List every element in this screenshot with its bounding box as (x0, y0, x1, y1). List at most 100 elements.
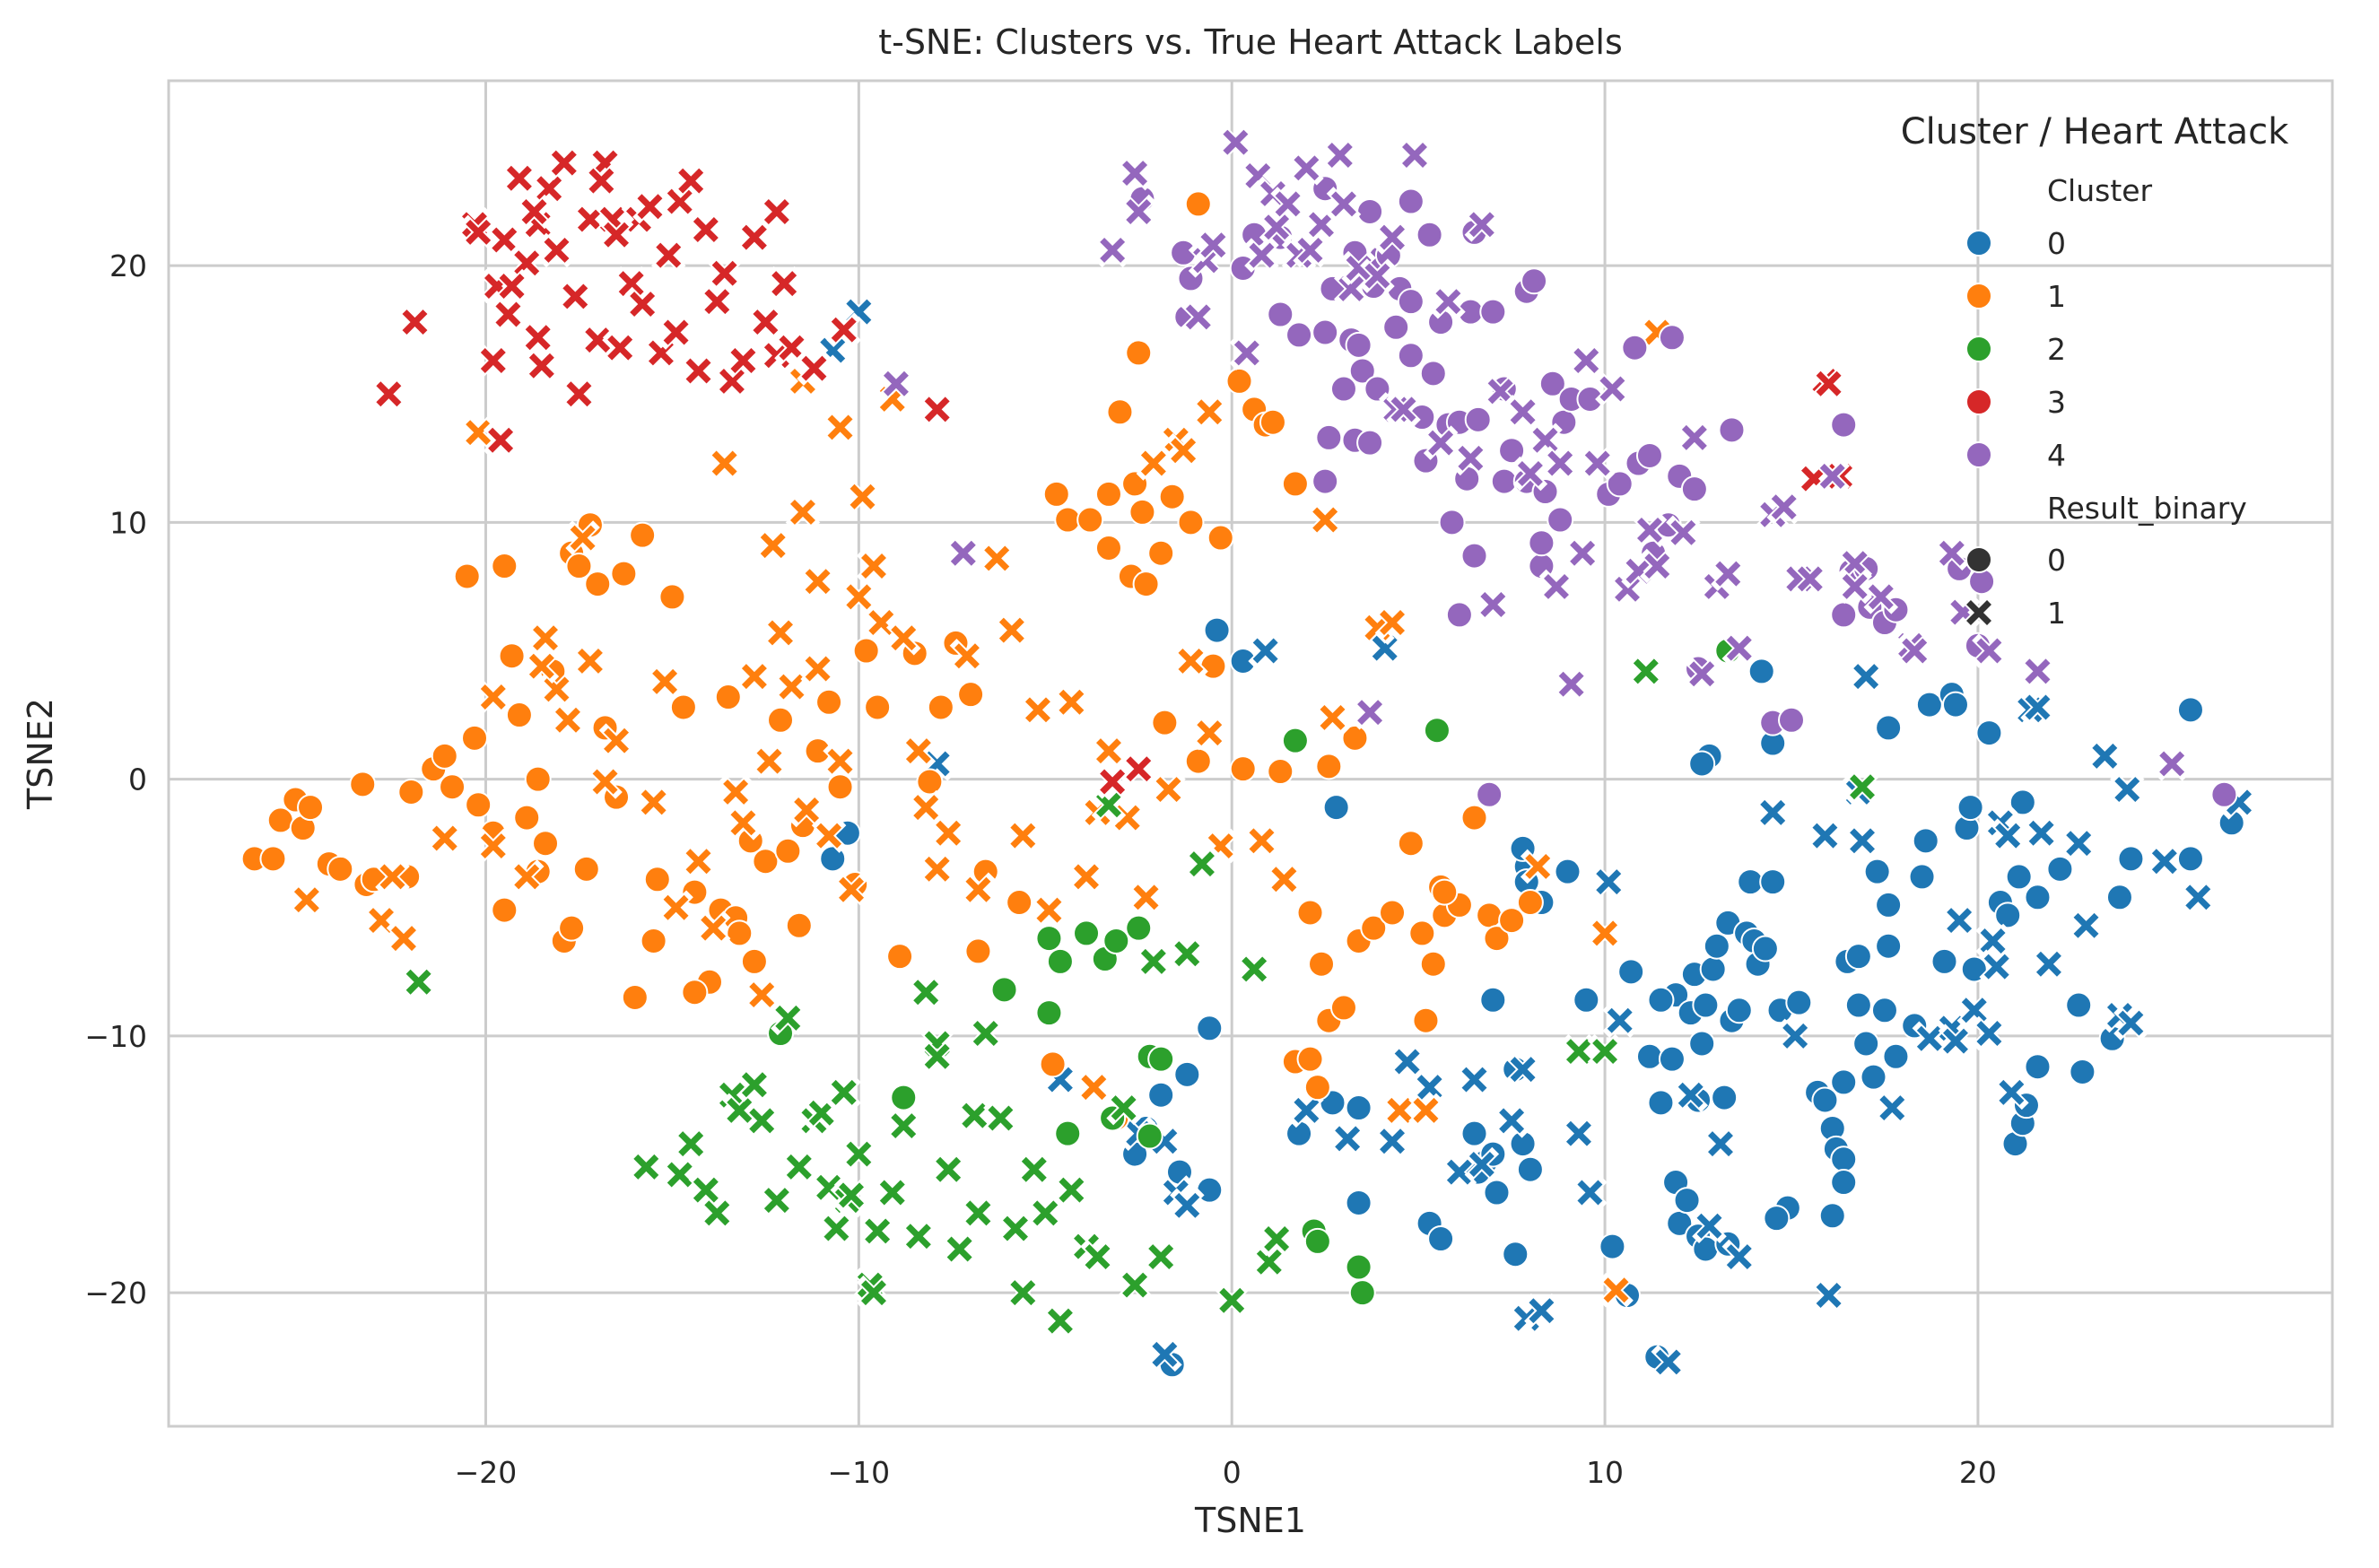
point-cluster-0-result-1 (1147, 1337, 1182, 1372)
point-cluster-4-result-0 (1397, 187, 1425, 215)
point-cluster-4-result-1 (1595, 371, 1630, 406)
point-cluster-0-result-1 (1990, 818, 2026, 853)
point-cluster-3-result-1 (1811, 366, 1846, 402)
point-cluster-2-result-1 (901, 1218, 937, 1254)
point-cluster-3-result-1 (614, 266, 649, 301)
point-cluster-2-result-0 (1303, 1227, 1331, 1255)
point-cluster-1-result-1 (774, 669, 809, 704)
point-cluster-0-result-0 (1573, 986, 1600, 1014)
point-cluster-1-result-0 (1267, 758, 1294, 786)
point-cluster-4-result-0 (1267, 301, 1294, 328)
point-cluster-4-result-1 (1538, 569, 1574, 605)
point-cluster-1-result-1 (823, 744, 858, 779)
point-cluster-2-result-1 (1561, 1033, 1597, 1069)
point-cluster-1-result-1 (375, 859, 410, 894)
point-cluster-2-result-0 (1348, 1279, 1376, 1307)
point-cluster-1-result-1 (539, 672, 574, 707)
point-cluster-1-result-1 (1374, 605, 1410, 640)
point-cluster-0-result-1 (1390, 1044, 1425, 1079)
point-cluster-4-result-0 (1356, 197, 1384, 225)
x-tick-label: −20 (455, 1455, 518, 1490)
point-cluster-1-result-1 (1267, 861, 1302, 897)
point-cluster-0-result-1 (1721, 1239, 1757, 1275)
point-cluster-2-result-1 (833, 1178, 869, 1213)
point-cluster-1-result-1 (1076, 1069, 1111, 1105)
point-cluster-1-result-0 (1397, 830, 1425, 858)
point-cluster-0-result-0 (1345, 1189, 1372, 1216)
point-cluster-0-result-1 (1374, 1123, 1410, 1159)
point-cluster-4-result-1 (1564, 536, 1600, 571)
point-cluster-1-result-0 (558, 914, 586, 942)
point-cluster-1-result-1 (736, 658, 772, 694)
plot-frame (167, 79, 2334, 1428)
point-cluster-4-result-0 (1635, 441, 1663, 469)
point-cluster-1-result-0 (927, 693, 954, 721)
point-cluster-1-result-1 (588, 764, 623, 799)
point-cluster-1-result-0 (643, 866, 671, 893)
point-cluster-0-result-1 (1956, 992, 1992, 1028)
point-cluster-4-result-0 (1538, 370, 1566, 397)
point-cluster-0-result-1 (1875, 1090, 1910, 1126)
point-cluster-1-result-1 (841, 579, 876, 614)
point-cluster-1-result-1 (658, 890, 693, 926)
point-cluster-1-result-0 (572, 855, 600, 883)
point-cluster-0-result-1 (1938, 1024, 1974, 1058)
point-cluster-3-result-1 (658, 315, 693, 350)
point-cluster-1-result-1 (475, 828, 511, 864)
point-cluster-1-result-0 (532, 830, 560, 858)
point-cluster-0-result-0 (1502, 1241, 1529, 1268)
y-axis-label: TSNE2 (21, 698, 60, 810)
point-cluster-2-result-1 (826, 1075, 861, 1111)
point-cluster-4-result-1 (1431, 283, 1466, 319)
point-cluster-1-result-0 (1412, 1006, 1440, 1034)
point-cluster-3-result-1 (624, 286, 660, 322)
point-cluster-1-result-1 (1315, 700, 1350, 736)
point-cluster-2-result-0 (1147, 1045, 1175, 1073)
legend-label-cluster-4: 4 (2047, 438, 2066, 473)
legend-label-result-1: 1 (2047, 596, 2066, 631)
point-cluster-1-result-0 (1151, 709, 1179, 736)
point-cluster-1-result-1 (961, 872, 996, 907)
point-cluster-3-result-1 (602, 330, 638, 365)
point-cluster-4-result-1 (1666, 515, 1701, 551)
point-cluster-4-result-0 (2210, 780, 2238, 808)
point-cluster-0-result-1 (1590, 864, 1626, 900)
point-cluster-4-result-1 (1640, 548, 1675, 584)
y-tick-label: −10 (84, 1019, 147, 1054)
y-tick-label: 10 (109, 505, 147, 540)
point-cluster-1-result-0 (1106, 398, 1134, 426)
point-cluster-4-result-1 (1972, 633, 2007, 668)
point-cluster-0-result-0 (1147, 1081, 1175, 1109)
point-cluster-1-result-0 (916, 768, 944, 796)
point-cluster-0-result-1 (1573, 1175, 1608, 1210)
point-cluster-0-result-0 (1196, 1015, 1224, 1042)
point-cluster-4-result-0 (1658, 324, 1686, 352)
point-cluster-1-result-1 (908, 789, 944, 825)
point-cluster-0-result-1 (1367, 631, 1402, 666)
point-cluster-1-result-1 (1006, 818, 1041, 853)
point-cluster-3-result-1 (598, 217, 634, 253)
point-cluster-1-result-0 (964, 937, 992, 965)
point-cluster-2-result-1 (998, 1211, 1033, 1246)
point-cluster-3-result-1 (826, 312, 861, 347)
point-cluster-4-result-1 (1244, 238, 1279, 273)
point-cluster-4-result-1 (1476, 587, 1511, 623)
point-cluster-4-result-1 (2020, 654, 2055, 689)
point-cluster-0-result-0 (1915, 691, 1943, 719)
point-cluster-0-result-0 (1747, 658, 1775, 685)
point-cluster-1-result-0 (658, 583, 686, 611)
point-cluster-0-result-1 (1170, 1188, 1205, 1224)
point-cluster-1-result-0 (297, 794, 325, 822)
point-cluster-4-result-1 (1580, 446, 1616, 481)
point-cluster-0-result-1 (1703, 1126, 1738, 1162)
point-cluster-1-result-0 (1147, 539, 1175, 567)
point-cluster-0-result-0 (1941, 691, 1969, 719)
point-cluster-4-result-0 (1778, 706, 1805, 734)
point-cluster-0-result-1 (1941, 902, 1977, 938)
point-cluster-1-result-0 (1516, 889, 1544, 917)
point-cluster-1-result-1 (681, 843, 716, 879)
point-cluster-4-result-0 (1830, 601, 1858, 629)
point-cluster-0-result-0 (1785, 989, 1813, 1016)
point-cluster-3-result-1 (1094, 764, 1130, 799)
point-cluster-4-result-1 (1677, 420, 1712, 456)
